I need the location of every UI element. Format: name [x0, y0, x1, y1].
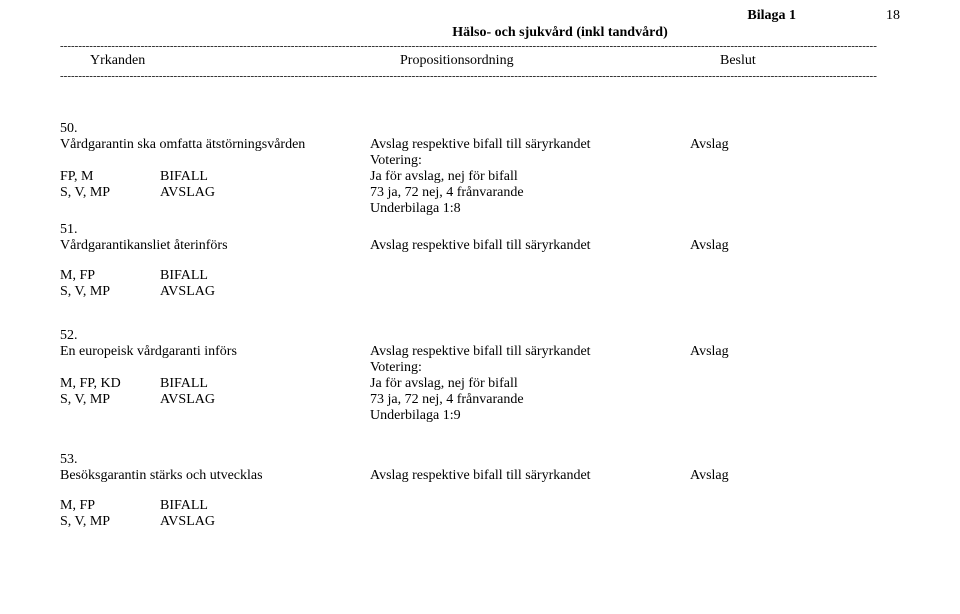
item-50-mid2: Votering: [370, 153, 690, 169]
item-53-mid1: Avslag respektive bifall till säryrkande… [370, 468, 690, 484]
item-53: 53. Besöksgarantin stärks och utvecklas … [60, 452, 920, 530]
item-52-mid5: Underbilaga 1:9 [370, 408, 690, 424]
item-53-row3: S, V, MPAVSLAG [60, 514, 920, 530]
item-50-row3: FP, MBIFALL Ja för avslag, nej för bifal… [60, 169, 920, 185]
item-52-v1: BIFALL [160, 376, 260, 392]
item-52-mid4: 73 ja, 72 nej, 4 frånvarande [370, 392, 690, 408]
item-53-row1: Besöksgarantin stärks och utvecklas Avsl… [60, 468, 920, 484]
item-50-p2: S, V, MP [60, 185, 160, 201]
item-50-mid4: 73 ja, 72 nej, 4 frånvarande [370, 185, 690, 201]
item-50-row4: S, V, MPAVSLAG 73 ja, 72 nej, 4 frånvara… [60, 185, 920, 201]
item-51-v2: AVSLAG [160, 284, 260, 300]
item-52-desc: En europeisk vårdgaranti införs [60, 344, 370, 360]
item-50-row5: Underbilaga 1:8 [60, 201, 920, 217]
item-51-row1: Vårdgarantikansliet återinförs Avslag re… [60, 238, 920, 254]
item-52-row2: Votering: [60, 360, 920, 376]
item-50-mid5: Underbilaga 1:8 [370, 201, 690, 217]
item-51: 51. Vårdgarantikansliet återinförs Avsla… [60, 222, 920, 300]
header-top-right: Bilaga 1 18 [747, 8, 900, 24]
item-50-v2: AVSLAG [160, 185, 260, 201]
item-52-p1: M, FP, KD [60, 376, 160, 392]
divider-top: ----------------------------------------… [60, 41, 920, 51]
item-51-row3: S, V, MPAVSLAG [60, 284, 920, 300]
column-headers: Yrkanden Propositionsordning Beslut [60, 53, 920, 69]
item-52-mid3: Ja för avslag, nej för bifall [370, 376, 690, 392]
item-53-v2: AVSLAG [160, 514, 260, 530]
item-53-num: 53. [60, 452, 920, 468]
item-50-desc: Vårdgarantin ska omfatta ätstörningsvård… [60, 137, 370, 153]
divider-bottom: ----------------------------------------… [60, 71, 920, 81]
item-50-mid1: Avslag respektive bifall till säryrkande… [370, 137, 690, 153]
page-title: Hälso- och sjukvård (inkl tandvård) [200, 25, 920, 41]
item-52: 52. En europeisk vårdgaranti införs Avsl… [60, 328, 920, 424]
item-50-mid3: Ja för avslag, nej för bifall [370, 169, 690, 185]
item-52-row4: S, V, MPAVSLAG 73 ja, 72 nej, 4 frånvara… [60, 392, 920, 408]
item-52-right1: Avslag [690, 344, 850, 360]
item-52-mid1: Avslag respektive bifall till säryrkande… [370, 344, 690, 360]
item-50-right1: Avslag [690, 137, 850, 153]
page-number: 18 [886, 8, 900, 24]
item-51-p1: M, FP [60, 268, 160, 284]
col-prop: Propositionsordning [400, 53, 720, 69]
item-53-right1: Avslag [690, 468, 850, 484]
item-53-p2: S, V, MP [60, 514, 160, 530]
item-52-row5: Underbilaga 1:9 [60, 408, 920, 424]
page: Bilaga 1 18 Hälso- och sjukvård (inkl ta… [0, 0, 960, 614]
item-51-num: 51. [60, 222, 920, 238]
item-52-row1: En europeisk vårdgaranti införs Avslag r… [60, 344, 920, 360]
item-52-mid2: Votering: [370, 360, 690, 376]
bilaga-label: Bilaga 1 [747, 8, 796, 24]
item-50-row1: Vårdgarantin ska omfatta ätstörningsvård… [60, 137, 920, 153]
col-beslut: Beslut [720, 53, 880, 69]
item-50-row2: Votering: [60, 153, 920, 169]
col-yrkanden: Yrkanden [60, 53, 400, 69]
item-53-p1: M, FP [60, 498, 160, 514]
item-52-num: 52. [60, 328, 920, 344]
item-50-p1: FP, M [60, 169, 160, 185]
item-51-row2: M, FPBIFALL [60, 268, 920, 284]
item-52-v2: AVSLAG [160, 392, 260, 408]
item-53-row2: M, FPBIFALL [60, 498, 920, 514]
item-53-desc: Besöksgarantin stärks och utvecklas [60, 468, 370, 484]
item-50-num: 50. [60, 121, 920, 137]
item-52-p2: S, V, MP [60, 392, 160, 408]
item-52-row3: M, FP, KDBIFALL Ja för avslag, nej för b… [60, 376, 920, 392]
item-51-mid1: Avslag respektive bifall till säryrkande… [370, 238, 690, 254]
item-50-v1: BIFALL [160, 169, 260, 185]
item-53-v1: BIFALL [160, 498, 260, 514]
item-50: 50. Vårdgarantin ska omfatta ätstörnings… [60, 121, 920, 217]
item-51-desc: Vårdgarantikansliet återinförs [60, 238, 370, 254]
item-51-right1: Avslag [690, 238, 850, 254]
item-51-v1: BIFALL [160, 268, 260, 284]
item-51-p2: S, V, MP [60, 284, 160, 300]
